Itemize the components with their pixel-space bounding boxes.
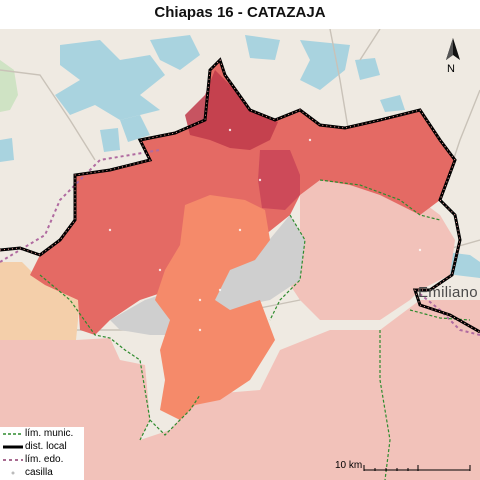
district-16-polygon[interactable] [30, 60, 455, 335]
map-canvas[interactable] [0, 29, 480, 480]
municipal-line-icon [3, 433, 23, 435]
neighbor-region-south [0, 300, 480, 480]
scale-bar: 10 km [333, 460, 473, 474]
casilla-dot-icon [11, 471, 15, 475]
neighbor-region-west [0, 262, 80, 340]
legend-item-municipal: lím. munic. [0, 428, 84, 440]
north-label: N [447, 63, 455, 75]
legend-item-casilla: casilla [0, 467, 84, 479]
district-patch-dark [258, 150, 300, 210]
state-boundary [0, 149, 480, 336]
district-line-icon [3, 445, 23, 449]
district-16-outline-inner [0, 59, 480, 333]
scale-ruler-icon [363, 465, 471, 471]
legend-label-casilla: casilla [25, 467, 53, 478]
place-label: Emiliano [418, 284, 478, 301]
map-legend: lím. munic. dist. local lím. edo. casill… [0, 427, 84, 480]
north-arrow-icon [446, 38, 460, 60]
neighbor-region-east [280, 175, 455, 320]
park-area [0, 60, 18, 112]
legend-item-district: dist. local [0, 441, 84, 453]
legend-item-state: lím. edo. [0, 454, 84, 466]
state-line-icon [3, 459, 23, 461]
legend-label-municipal: lím. munic. [25, 428, 74, 439]
map-title: Chiapas 16 - CATAZAJA [154, 4, 326, 21]
legend-label-district: dist. local [25, 441, 67, 452]
legend-label-state: lím. edo. [25, 454, 64, 465]
scale-label: 10 km [335, 460, 363, 471]
casilla-points [108, 128, 422, 332]
orange-area [155, 195, 275, 420]
